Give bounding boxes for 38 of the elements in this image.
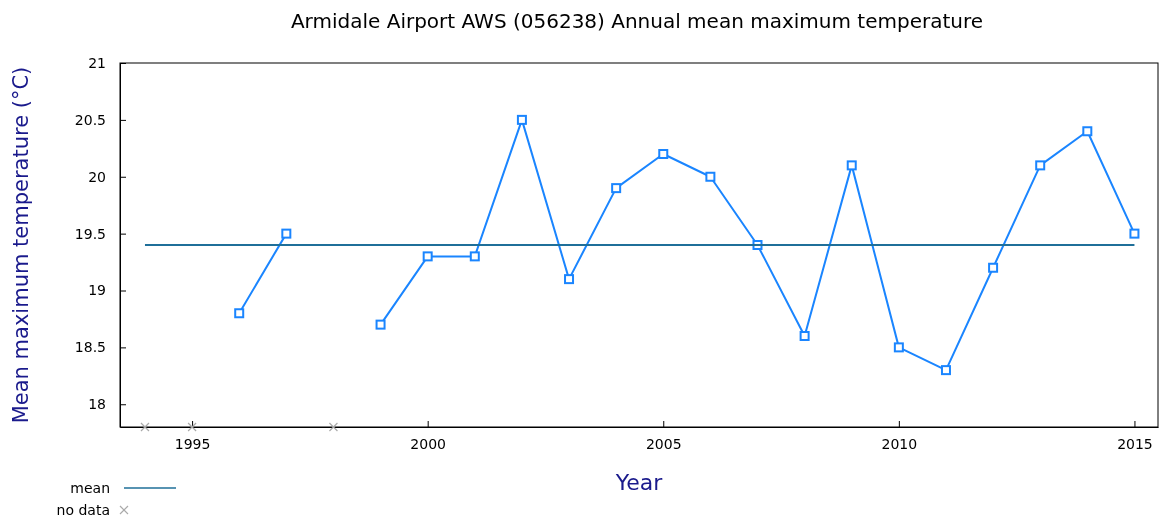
y-tick-label: 19.5 [74, 225, 106, 242]
y-tick-label: 18.5 [74, 339, 106, 356]
point [705, 171, 716, 182]
y-axis-title: Mean maximum temperature (°C) [9, 66, 33, 424]
x-tick-label: 2005 [645, 435, 682, 452]
legend-label: no data [56, 502, 110, 518]
chart-title: Armidale Airport AWS (056238) Annual mean maximum temperature [290, 9, 984, 33]
x-tick-label: 2000 [410, 435, 446, 452]
point [516, 114, 527, 125]
point [658, 149, 669, 159]
point [1129, 228, 1140, 239]
point [564, 274, 575, 285]
point [940, 365, 951, 376]
point [1082, 126, 1093, 137]
point [799, 331, 810, 341]
y-tick-label: 20.5 [74, 111, 106, 128]
point [281, 228, 292, 239]
point [893, 342, 904, 353]
x-tick-label: 1995 [174, 435, 211, 452]
point [611, 183, 622, 194]
legend-label: mean [70, 480, 110, 496]
x-tick-label: 2010 [881, 435, 918, 452]
point [422, 251, 433, 262]
point [846, 160, 857, 171]
y-tick-label: 20 [88, 168, 106, 185]
point [375, 319, 386, 330]
x-tick-label: 2015 [1117, 435, 1153, 452]
point [234, 308, 245, 319]
y-tick-label: 21 [88, 54, 106, 71]
point [140, 422, 150, 432]
point [469, 251, 480, 262]
point [328, 422, 339, 432]
y-tick-label: 18 [88, 396, 106, 413]
y-tick-label: 19 [88, 282, 106, 299]
point [988, 262, 999, 273]
point [1035, 160, 1046, 171]
point [187, 422, 197, 432]
x-axis-title: Year [614, 470, 664, 495]
